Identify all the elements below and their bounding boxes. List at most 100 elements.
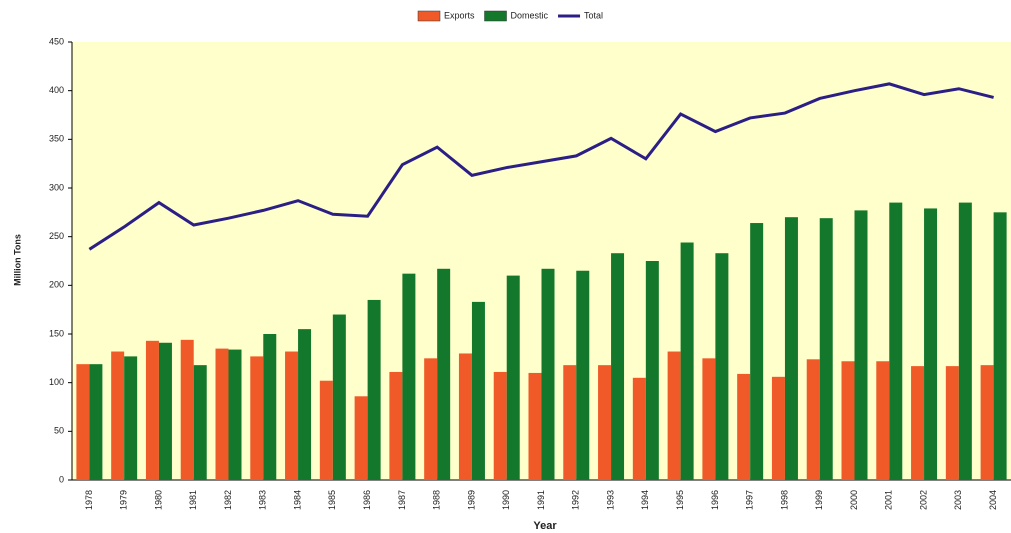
- x-tick-label: 1994: [640, 490, 650, 510]
- bar: [298, 329, 312, 480]
- y-tick-label: 200: [49, 280, 64, 290]
- bar: [737, 373, 751, 480]
- bar: [750, 223, 764, 481]
- bar: [806, 359, 820, 480]
- bar: [263, 334, 277, 480]
- bar: [980, 365, 994, 480]
- bar: [424, 358, 438, 480]
- bar: [771, 376, 785, 480]
- x-tick-label: 1984: [292, 490, 302, 510]
- x-tick-label: 1986: [362, 490, 372, 510]
- bar: [215, 348, 229, 480]
- bar: [158, 342, 172, 480]
- legend-label: Exports: [444, 10, 475, 20]
- y-tick-label: 300: [49, 182, 64, 192]
- legend-swatch: [484, 10, 507, 22]
- x-tick-label: 2001: [884, 490, 894, 510]
- x-tick-label: 2003: [953, 490, 963, 510]
- bar: [702, 358, 716, 480]
- legend-label: Total: [584, 10, 603, 20]
- y-tick-label: 0: [59, 474, 64, 484]
- x-tick-label: 1997: [745, 490, 755, 510]
- bar: [319, 380, 333, 480]
- legend-swatch: [417, 10, 441, 22]
- bar: [367, 299, 381, 480]
- bar: [911, 366, 925, 480]
- x-tick-label: 2000: [849, 490, 859, 510]
- bar: [437, 268, 451, 480]
- bar: [993, 212, 1007, 481]
- y-tick-label: 150: [49, 328, 64, 338]
- bar: [841, 361, 855, 480]
- bar: [145, 340, 159, 480]
- bar: [124, 356, 138, 480]
- x-tick-label: 1993: [605, 490, 615, 510]
- bar: [715, 253, 729, 480]
- bar: [854, 210, 868, 481]
- bar: [667, 351, 681, 480]
- bar: [458, 353, 472, 480]
- bar: [576, 270, 590, 480]
- x-tick-label: 1992: [571, 490, 581, 510]
- legend-item: Exports: [417, 10, 475, 22]
- bar: [180, 339, 194, 480]
- x-tick-label: 1991: [536, 490, 546, 510]
- bar: [680, 242, 694, 480]
- x-tick-label: 1979: [119, 490, 129, 510]
- x-tick-label: 1982: [223, 490, 233, 510]
- bar: [354, 396, 368, 480]
- bar: [958, 202, 972, 480]
- bar: [402, 273, 416, 480]
- y-tick-label: 350: [49, 134, 64, 144]
- x-axis-label: Year: [533, 520, 557, 532]
- bar: [111, 351, 125, 480]
- bar: [645, 261, 659, 480]
- bar: [285, 351, 299, 480]
- x-tick-label: 1988: [432, 490, 442, 510]
- bar: [76, 364, 90, 480]
- bar: [89, 364, 103, 480]
- bar: [228, 349, 242, 480]
- legend-item: Domestic: [484, 10, 549, 22]
- x-tick-label: 1978: [84, 490, 94, 510]
- bar: [332, 314, 346, 480]
- bar: [598, 365, 612, 480]
- x-tick-label: 2004: [988, 490, 998, 510]
- y-tick-label: 100: [49, 377, 64, 387]
- x-tick-label: 1990: [501, 490, 511, 510]
- bar: [889, 202, 903, 480]
- y-tick-label: 400: [49, 85, 64, 95]
- bar: [493, 371, 507, 480]
- bar: [193, 365, 207, 480]
- x-tick-label: 1989: [466, 490, 476, 510]
- bar: [563, 365, 577, 480]
- x-tick-label: 1987: [397, 490, 407, 510]
- bar: [945, 366, 959, 480]
- y-tick-label: 450: [49, 36, 64, 46]
- legend-label: Domestic: [511, 10, 549, 20]
- x-tick-label: 1998: [779, 490, 789, 510]
- y-tick-label: 250: [49, 231, 64, 241]
- x-tick-label: 1996: [710, 490, 720, 510]
- x-tick-label: 2002: [918, 490, 928, 510]
- bar: [528, 372, 542, 480]
- bar: [541, 268, 555, 480]
- bar: [876, 361, 890, 480]
- bar: [819, 218, 833, 480]
- bar: [389, 371, 403, 480]
- x-tick-label: 1981: [188, 490, 198, 510]
- bar: [611, 253, 625, 480]
- bar: [632, 377, 646, 480]
- bar: [471, 301, 485, 480]
- x-tick-label: 1995: [675, 490, 685, 510]
- x-tick-label: 1999: [814, 490, 824, 510]
- bar: [506, 275, 520, 480]
- x-tick-label: 1983: [258, 490, 268, 510]
- bar: [924, 208, 938, 480]
- x-tick-label: 1980: [153, 490, 163, 510]
- y-tick-label: 50: [54, 426, 64, 436]
- y-axis-label: Million Tons: [12, 234, 22, 286]
- bar: [250, 356, 264, 480]
- bar: [784, 217, 798, 480]
